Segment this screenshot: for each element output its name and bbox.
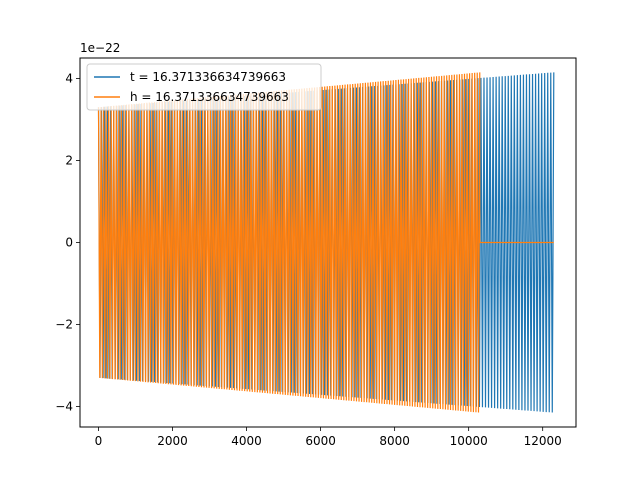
axes: 0 2000 4000 6000 8000 10000 12000 −4 −2 0 2 4 bbox=[55, 57, 577, 448]
legend-box bbox=[86, 63, 322, 111]
y-tick-label: −2 bbox=[55, 318, 73, 332]
x-tick-label: 12000 bbox=[524, 434, 562, 448]
x-tick-label: 8000 bbox=[379, 434, 410, 448]
y-tick-label: −4 bbox=[55, 400, 73, 414]
x-tick-label: 2000 bbox=[157, 434, 188, 448]
legend-label: h = 16.371336634739663 bbox=[130, 90, 289, 104]
legend: t = 16.371336634739663 h = 16.37133663473… bbox=[86, 63, 322, 111]
x-tick-label: 6000 bbox=[305, 434, 336, 448]
legend-label: t = 16.371336634739663 bbox=[130, 70, 286, 84]
y-tick-label: 2 bbox=[65, 154, 73, 168]
y-tick-label: 4 bbox=[65, 72, 73, 86]
x-tick-label: 0 bbox=[95, 434, 103, 448]
y-offset-label: 1e−22 bbox=[80, 41, 120, 55]
series-path bbox=[97, 72, 554, 413]
x-tick-label: 4000 bbox=[231, 434, 262, 448]
series-h-line bbox=[97, 72, 554, 413]
y-tick-label: 0 bbox=[65, 236, 73, 250]
x-tick-label: 10000 bbox=[450, 434, 488, 448]
